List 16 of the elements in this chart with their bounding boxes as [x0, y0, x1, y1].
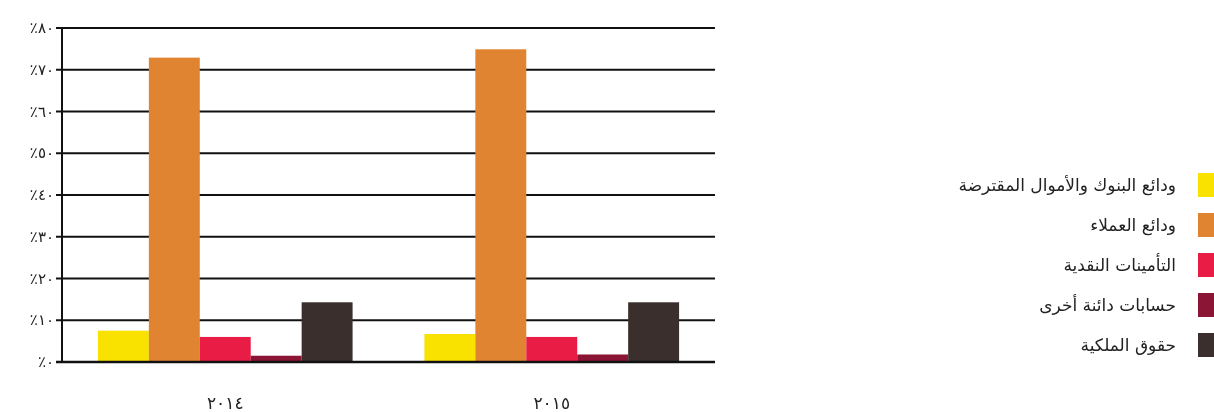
legend-label: ودائع البنوك والأموال المقترضة	[958, 175, 1176, 196]
legend-label: ودائع العملاء	[1090, 215, 1176, 236]
y-tick-label: ٪٨٠	[29, 19, 54, 37]
legend-label: حقوق الملكية	[1080, 335, 1176, 355]
y-tick-label: ٪٧٠	[29, 60, 54, 79]
y-tick-label: ٪٣٠	[29, 227, 54, 246]
x-tick-label: ٢٠١٤	[206, 393, 244, 412]
y-tick-label: ٪٦٠	[29, 102, 54, 121]
y-tick-label: ٪٠	[37, 353, 54, 371]
legend-label: حسابات دائنة أخرى	[1039, 294, 1176, 315]
x-tick-label: ٢٠١٥	[533, 393, 571, 412]
y-tick-label: ٪٤٠	[29, 186, 54, 204]
y-tick-label: ٪١٠	[29, 311, 54, 330]
y-tick-label: ٪٢٠	[29, 269, 54, 288]
y-tick-label: ٪٥٠	[29, 144, 54, 163]
legend-label: التأمينات النقدية	[1063, 253, 1176, 275]
